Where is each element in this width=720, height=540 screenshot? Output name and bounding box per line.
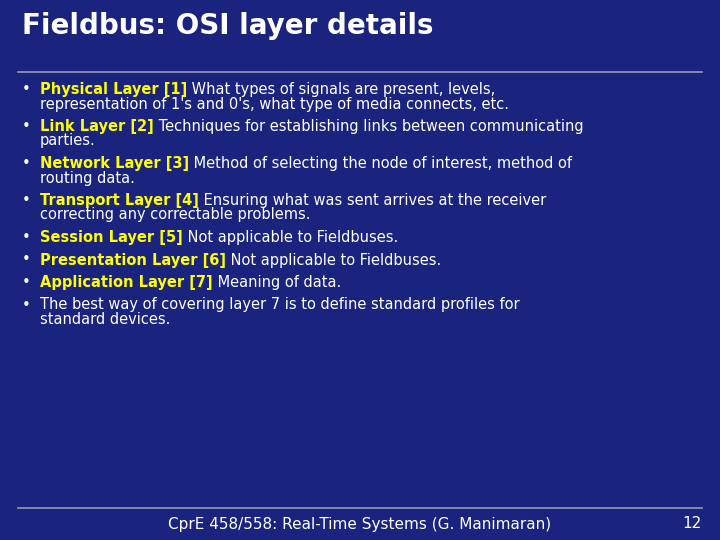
Text: Link Layer [2]: Link Layer [2] xyxy=(40,119,154,134)
Text: Session Layer [5]: Session Layer [5] xyxy=(40,230,183,245)
Text: Fieldbus: OSI layer details: Fieldbus: OSI layer details xyxy=(22,12,433,40)
Text: •: • xyxy=(22,82,31,97)
Text: Physical Layer [1]: Physical Layer [1] xyxy=(40,82,187,97)
Text: Transport Layer [4]: Transport Layer [4] xyxy=(40,193,199,208)
Text: CprE 458/558: Real-Time Systems (G. Manimaran): CprE 458/558: Real-Time Systems (G. Mani… xyxy=(168,516,552,531)
Text: Ensuring what was sent arrives at the receiver: Ensuring what was sent arrives at the re… xyxy=(199,193,546,208)
Text: Presentation Layer [6]: Presentation Layer [6] xyxy=(40,253,226,267)
Text: Application Layer [7]: Application Layer [7] xyxy=(40,275,212,290)
Text: routing data.: routing data. xyxy=(40,171,135,186)
Text: Meaning of data.: Meaning of data. xyxy=(212,275,341,290)
Text: •: • xyxy=(22,253,31,267)
Text: •: • xyxy=(22,193,31,208)
Text: •: • xyxy=(22,298,31,313)
Text: Network Layer [3]: Network Layer [3] xyxy=(40,156,189,171)
Text: •: • xyxy=(22,275,31,290)
Text: Method of selecting the node of interest, method of: Method of selecting the node of interest… xyxy=(189,156,572,171)
Text: standard devices.: standard devices. xyxy=(40,312,171,327)
Text: representation of 1's and 0's, what type of media connects, etc.: representation of 1's and 0's, what type… xyxy=(40,97,509,111)
Text: Not applicable to Fieldbuses.: Not applicable to Fieldbuses. xyxy=(226,253,441,267)
Text: What types of signals are present, levels,: What types of signals are present, level… xyxy=(187,82,495,97)
Text: 12: 12 xyxy=(683,516,702,531)
Text: •: • xyxy=(22,156,31,171)
Text: Techniques for establishing links between communicating: Techniques for establishing links betwee… xyxy=(154,119,583,134)
Text: •: • xyxy=(22,230,31,245)
Text: Not applicable to Fieldbuses.: Not applicable to Fieldbuses. xyxy=(183,230,398,245)
Text: The best way of covering layer 7 is to define standard profiles for: The best way of covering layer 7 is to d… xyxy=(40,298,520,313)
Text: •: • xyxy=(22,119,31,134)
Text: parties.: parties. xyxy=(40,133,96,148)
Text: correcting any correctable problems.: correcting any correctable problems. xyxy=(40,207,310,222)
